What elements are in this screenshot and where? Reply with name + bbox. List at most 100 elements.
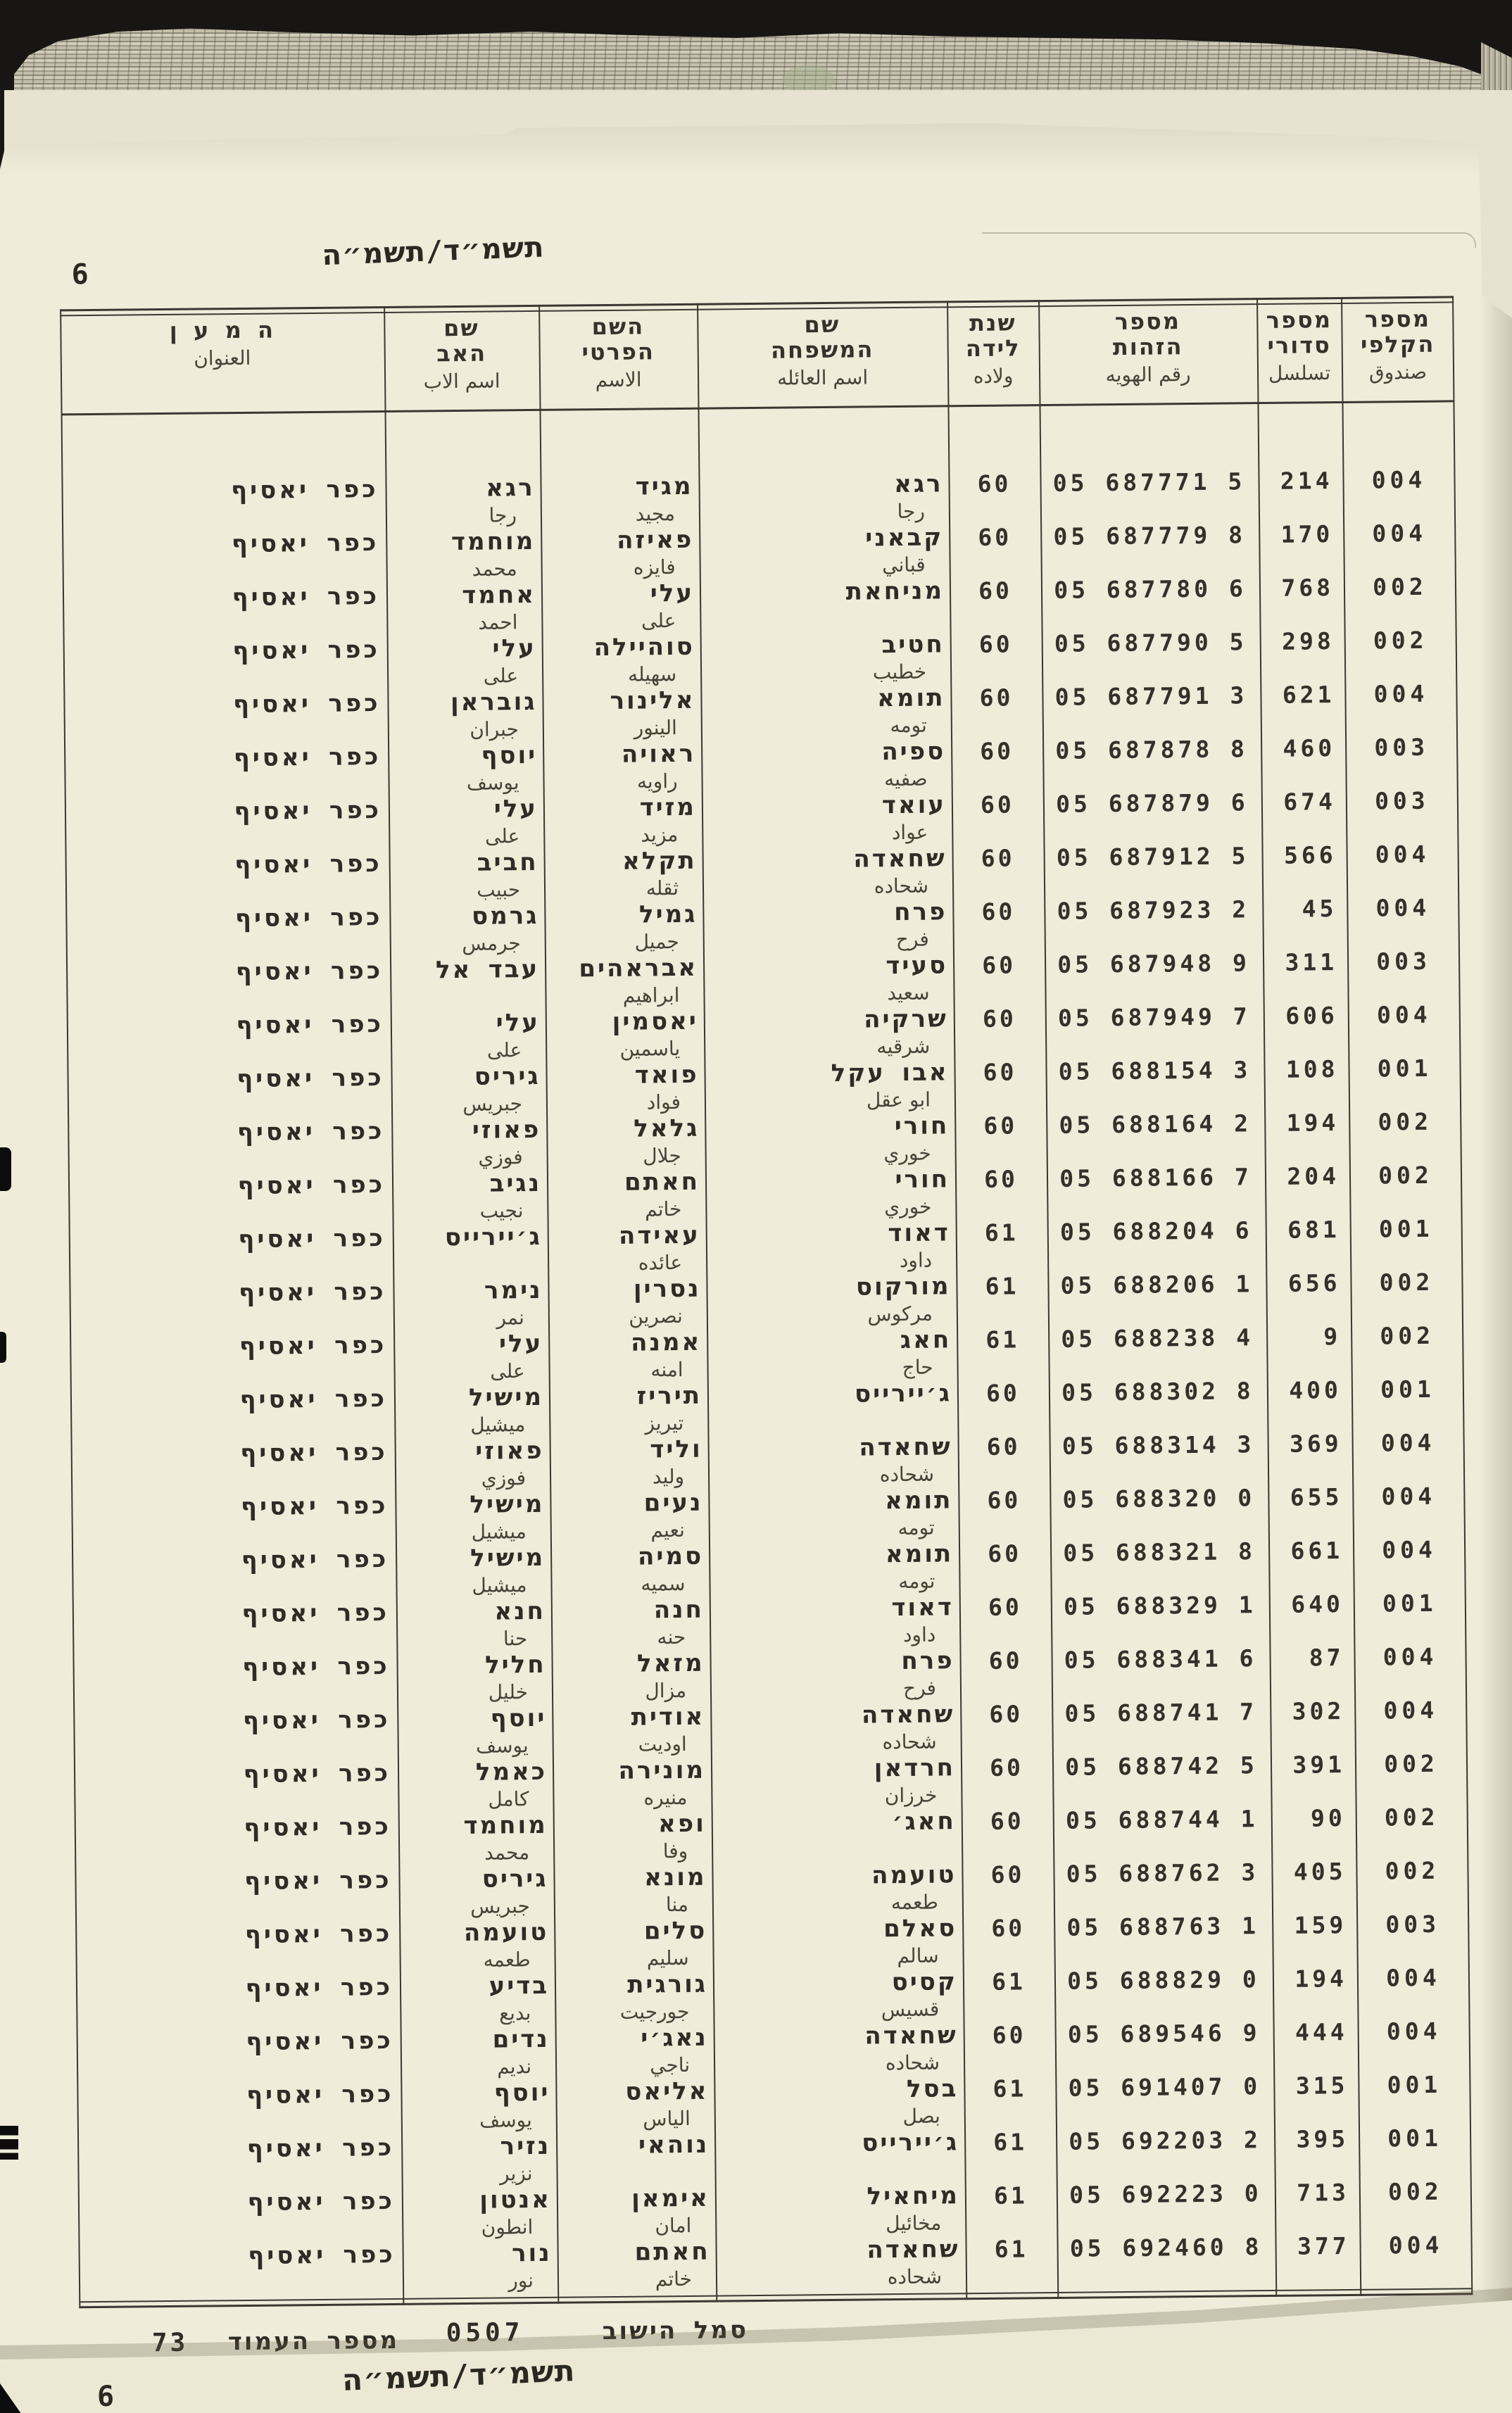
cell-serial-number: 298 [1281, 627, 1335, 655]
cell-first-name: מזיד مزيد [543, 793, 703, 850]
family-name-arabic: بصل [902, 2104, 940, 2129]
cell-father-name: כאמל كامل [398, 1758, 553, 1814]
cell-family-name: ג׳יירייס [714, 2128, 965, 2185]
cell-ballot-number: 001 [1387, 2070, 1442, 2099]
address-text: כפר יאסיף [244, 1919, 393, 1950]
family-name-hebrew: טועמה [871, 1860, 957, 1890]
cell-address: כפר יאסיף [74, 1759, 398, 1817]
address-text: כפר יאסיף [243, 1759, 391, 1789]
cell-id-number: 05 687878 8 [1055, 735, 1249, 764]
family-name-hebrew: תומא [885, 1539, 954, 1569]
cell-ballot-number: 004 [1376, 1000, 1432, 1029]
father-name-hebrew: טועמה [463, 1917, 549, 1948]
cell-father-name: נימר نمر [393, 1275, 548, 1332]
first-name-arabic: سميه [641, 1571, 686, 1596]
column-header-hebrew-line1: שם [443, 314, 479, 342]
cell-ballot-number: 003 [1385, 1910, 1441, 1939]
first-name-hebrew: אימאן [631, 2184, 710, 2213]
family-name-hebrew: מניחאת [845, 577, 945, 606]
cell-address: כפר יאסיף [73, 1599, 397, 1656]
father-name-hebrew: נימר [484, 1275, 543, 1305]
cell-address: כפר יאסיף [66, 957, 391, 1014]
cell-father-name: עבד אל [390, 955, 546, 1012]
first-name-arabic: ابراهيم [622, 983, 680, 1007]
cell-ballot-number: 004 [1386, 2017, 1442, 2046]
cell-family-name: חאג׳ [712, 1807, 962, 1864]
cell-birth-year: 60 [990, 1860, 1025, 1889]
first-name-arabic: الياس [643, 2106, 691, 2131]
family-name-arabic: رجا [897, 499, 926, 524]
cell-family-name: תומא تومه [700, 683, 951, 741]
cell-id-number: 05 692223 0 [1069, 2179, 1262, 2209]
cell-id-number: 05 688329 1 [1063, 1591, 1256, 1620]
cell-birth-year: 60 [983, 1058, 1017, 1086]
father-name-hebrew: אנטון [479, 2185, 552, 2214]
father-name-arabic: نمر [496, 1306, 525, 1330]
cell-family-name: שחאדה شحاده [702, 844, 952, 901]
family-name-arabic: شحاده [887, 2264, 943, 2289]
address-text: כפר יאסיף [235, 957, 384, 987]
father-name-arabic: رجا [489, 503, 517, 527]
family-name-hebrew: חרדאן [874, 1753, 956, 1783]
cell-father-name: חנא حنا [396, 1597, 552, 1653]
settlement-code-label: סמל הישוב [602, 2316, 749, 2346]
cell-serial-number: 369 [1289, 1430, 1342, 1458]
column-header-hebrew-line1: השם [591, 313, 645, 341]
cell-address: כפר יאסיף [71, 1438, 396, 1496]
address-text: כפר יאסיף [238, 1224, 386, 1254]
registry-table: מספר הקלפי صندوق מספר סדורי تسلسل מספר ה… [60, 296, 1473, 2309]
family-name-arabic: سعيد [887, 981, 930, 1005]
cell-address: כפר יאסיף [75, 1919, 400, 1977]
cell-family-name: דאוד داود [706, 1218, 957, 1275]
cell-ballot-number: 004 [1383, 1696, 1439, 1725]
address-text: כפר יאסיף [232, 636, 380, 666]
cell-birth-year: 60 [989, 1753, 1024, 1782]
first-name-arabic: على [641, 609, 676, 633]
column-header: שם המשפחה اسم العائله [697, 310, 947, 407]
cell-father-name: נגיב نجيب [392, 1169, 548, 1226]
cell-address: כפר יאסיף [64, 743, 389, 800]
bottom-page-number: 6 [97, 2381, 115, 2413]
family-name-hebrew: רגא [893, 470, 943, 499]
father-name-arabic: جبريس [470, 1894, 531, 1918]
cell-family-name: חטיב خطيب [700, 630, 951, 687]
cell-family-name: שחאדה شحاده [710, 1700, 961, 1757]
first-name-arabic: سليم [646, 1946, 689, 1970]
cell-id-number: 05 687791 3 [1054, 681, 1248, 711]
page-number: 6 [71, 258, 89, 291]
cell-serial-number: 655 [1290, 1483, 1343, 1511]
cell-ballot-number: 002 [1387, 2177, 1443, 2206]
address-text: כפר יאסיף [232, 689, 381, 719]
father-name-hebrew: נזיר [500, 2131, 551, 2161]
father-name-arabic: كامل [488, 1787, 529, 1811]
family-name-hebrew: בסל [906, 2074, 959, 2103]
family-name-hebrew: שרקיה [863, 1004, 949, 1034]
cell-father-name: פאוזי فوزي [395, 1437, 550, 1493]
father-name-arabic: ميشيل [470, 1413, 526, 1437]
cell-ballot-number: 004 [1371, 465, 1427, 494]
cell-first-name: גלאל جلال [546, 1114, 705, 1171]
cell-father-name: עלי على [387, 634, 543, 691]
first-name-hebrew: אבראהים [579, 953, 698, 983]
address-text: כפר יאסיף [231, 529, 379, 559]
cell-birth-year: 60 [982, 951, 1016, 979]
family-name-hebrew: אבו עקל [831, 1058, 949, 1088]
cell-first-name: פאיזה فايزه [541, 526, 700, 582]
cell-first-name: אלינור الينور [542, 686, 701, 743]
cell-family-name: תומא تومه [708, 1486, 959, 1543]
cell-family-name: פרח فرح [703, 897, 953, 955]
first-name-arabic: ياسمين [619, 1037, 681, 1061]
cell-serial-number: 377 [1297, 2231, 1350, 2260]
first-name-arabic: وفا [662, 1839, 688, 1863]
cell-address: כפר יאסיף [77, 2134, 402, 2191]
cell-first-name: יאסמין ياسمين [546, 1007, 705, 1064]
cell-first-name: אמנה امنه [548, 1328, 707, 1385]
father-name-arabic: جبران [470, 717, 519, 741]
cell-father-name: מוחמד محمد [398, 1811, 554, 1867]
cell-ballot-number: 003 [1374, 733, 1430, 762]
cell-serial-number: 194 [1294, 1964, 1348, 1993]
cell-ballot-number: 004 [1380, 1428, 1436, 1457]
family-name-arabic: مركوس [867, 1302, 933, 1326]
